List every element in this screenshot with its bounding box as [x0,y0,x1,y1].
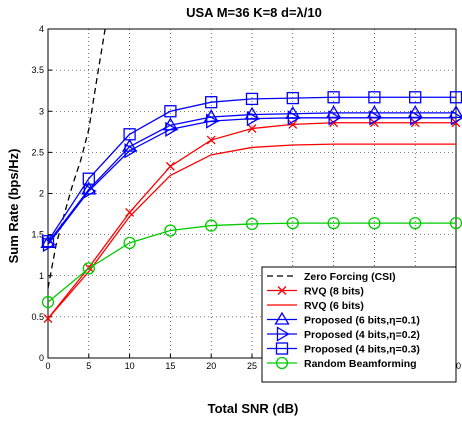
series-group [41,216,462,309]
y-tick-label: 1 [39,271,44,281]
data-point-circle-marker [327,216,340,230]
series-group [48,143,456,319]
legend-entry: Random Beamforming [267,356,417,370]
data-point-square-marker [286,91,299,105]
data-point-square-marker [327,91,340,104]
legend-label: Proposed (6 bits,η=0.1) [304,315,420,327]
legend-entry: RVQ (8 bits) [267,286,364,298]
data-point-circle-marker [205,219,218,232]
legend-label: Proposed (4 bits,η=0.2) [304,329,420,341]
data-point-x-marker [125,207,135,217]
data-point-triangle-right-marker [42,236,56,253]
chart-title: USA M=36 K=8 d=λ/10 [186,5,322,20]
data-point-square-marker [41,235,55,248]
x-tick-label: 0 [45,361,50,371]
series-line [48,117,456,245]
legend-label: Zero Forcing (CSI) [304,271,396,283]
y-tick-label: 3.5 [31,65,44,75]
data-point-triangle-right-marker [165,121,179,137]
data-point-circle-marker [41,295,55,309]
y-tick-label: 4 [39,24,44,34]
data-point-triangle-right-marker [206,113,219,129]
x-tick-label: 5 [86,361,91,371]
data-point-x-marker [165,161,175,171]
data-point-x-marker [247,124,257,133]
data-point-circle-marker [123,236,136,250]
y-tick-label: 0 [39,353,44,363]
y-tick-label: 0.5 [31,312,44,322]
data-point-square-marker [409,91,422,104]
series-line [48,222,456,303]
data-point-square-marker [245,92,259,106]
y-tick-label: 3 [39,106,44,116]
data-point-circle-marker [409,216,422,230]
data-point-triangle-right-marker [83,183,97,199]
series-line [48,143,456,319]
data-point-circle-marker [368,216,381,230]
data-point-circle-marker [286,216,299,230]
data-point-triangle-right-marker [450,110,462,126]
data-point-square-marker [275,342,289,355]
y-tick-label: 1.5 [31,230,44,240]
data-point-square-marker [123,128,136,141]
legend-entry: Proposed (4 bits,η=0.2) [267,326,420,342]
data-point-x-marker [288,119,298,129]
legend-entry: Proposed (4 bits,η=0.3) [267,342,420,356]
series-line [48,96,456,242]
legend-label: RVQ (8 bits) [304,286,364,298]
data-point-x-marker [206,135,216,145]
data-point-triangle-right-marker [410,110,423,126]
data-point-triangle-marker [274,311,290,325]
y-tick-label: 2 [39,189,44,199]
data-point-triangle-right-marker [287,110,301,126]
x-tick-label: 10 [125,361,135,371]
x-tick-label: 25 [247,361,257,371]
data-point-circle-marker [164,224,177,237]
x-axis-label: Total SNR (dB) [208,401,299,416]
data-point-circle-marker [245,217,259,231]
legend-label: Random Beamforming [304,358,417,370]
series-group [42,110,462,253]
data-point-triangle-right-marker [328,110,342,126]
series-group [48,29,106,289]
series-group [41,91,462,248]
data-point-triangle-right-marker [246,111,260,127]
x-tick-label: 20 [206,361,216,371]
legend-label: RVQ (6 bits) [304,300,364,312]
data-point-triangle-right-marker [276,326,290,342]
data-point-square-marker [82,172,95,185]
data-point-square-marker [164,105,177,118]
data-point-square-marker [205,96,218,109]
x-tick-label: 15 [165,361,175,371]
data-point-x-marker [277,286,287,295]
data-point-circle-marker [82,262,95,275]
y-axis-label: Sum Rate (bps/Hz) [6,149,21,264]
data-point-triangle-right-marker [369,110,383,126]
data-point-triangle-right-marker [124,143,138,159]
data-series [40,29,462,323]
legend-entry: Proposed (6 bits,η=0.1) [267,311,420,327]
data-point-circle-marker [275,356,289,370]
data-point-square-marker [368,91,381,104]
y-tick-label: 2.5 [31,147,44,157]
legend-entry: Zero Forcing (CSI) [267,271,396,283]
legend-entry: RVQ (6 bits) [267,300,364,312]
legend-items: Zero Forcing (CSI) RVQ (8 bits) RVQ (6 bit… [267,271,420,370]
legend-label: Proposed (4 bits,η=0.3) [304,344,420,356]
series-line [48,29,106,289]
legend: Zero Forcing (CSI) RVQ (8 bits) RVQ (6 bit… [261,266,457,383]
